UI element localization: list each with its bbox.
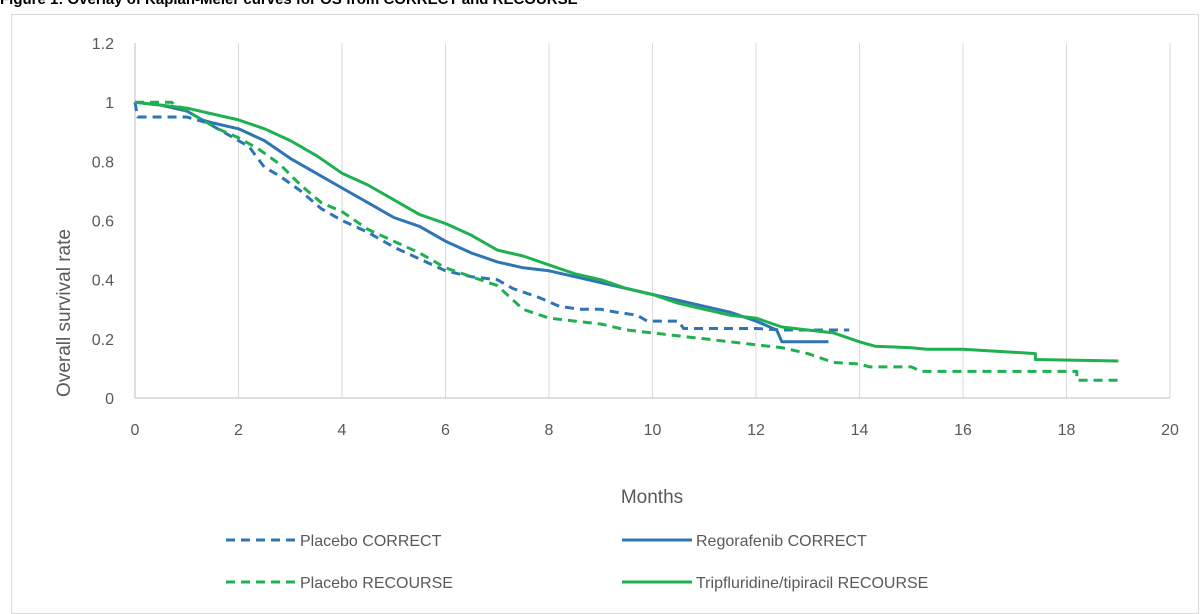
y-tick-label: 1 [105,95,114,112]
series-lines [135,102,1118,380]
legend-label: Regorafenib CORRECT [696,533,867,550]
y-tick-label: 0.6 [92,214,114,231]
y-tick-label: 0 [105,391,114,408]
x-tick-label: 16 [954,422,972,439]
x-tick-label: 10 [644,422,662,439]
x-tick-label: 12 [747,422,765,439]
y-tick-label: 0.2 [92,332,114,349]
y-tick-label: 0.8 [92,154,114,171]
grid-lines [239,43,1171,398]
x-tick-label: 14 [851,422,869,439]
x-tick-label: 4 [338,422,347,439]
x-tick-label: 2 [234,422,243,439]
y-tick-label: 0.4 [92,273,114,290]
legend-label: Placebo RECOURSE [300,575,453,592]
series-line-4 [135,102,1118,361]
series-line-1 [135,102,849,330]
x-tick-label: 8 [545,422,554,439]
axes: 0 2 4 6 8 10 12 14 16 18 20 0 0.2 0.4 0.6 0.8 1 1.2 [92,36,1179,439]
x-tick-label: 0 [131,422,140,439]
x-tick-label: 6 [441,422,450,439]
legend: Placebo CORRECT Regorafenib CORRECT Placeb… [226,533,928,592]
x-tick-label: 20 [1161,422,1179,439]
y-axis-label: Overall survival rate [54,229,75,397]
y-tick-label: 1.2 [92,36,114,53]
legend-label: Tripfluridine/tipiracil RECOURSE [696,575,928,592]
x-tick-label: 18 [1058,422,1076,439]
x-axis-label: Months [621,487,683,508]
legend-label: Placebo CORRECT [300,533,442,550]
series-line-3 [135,102,1118,380]
